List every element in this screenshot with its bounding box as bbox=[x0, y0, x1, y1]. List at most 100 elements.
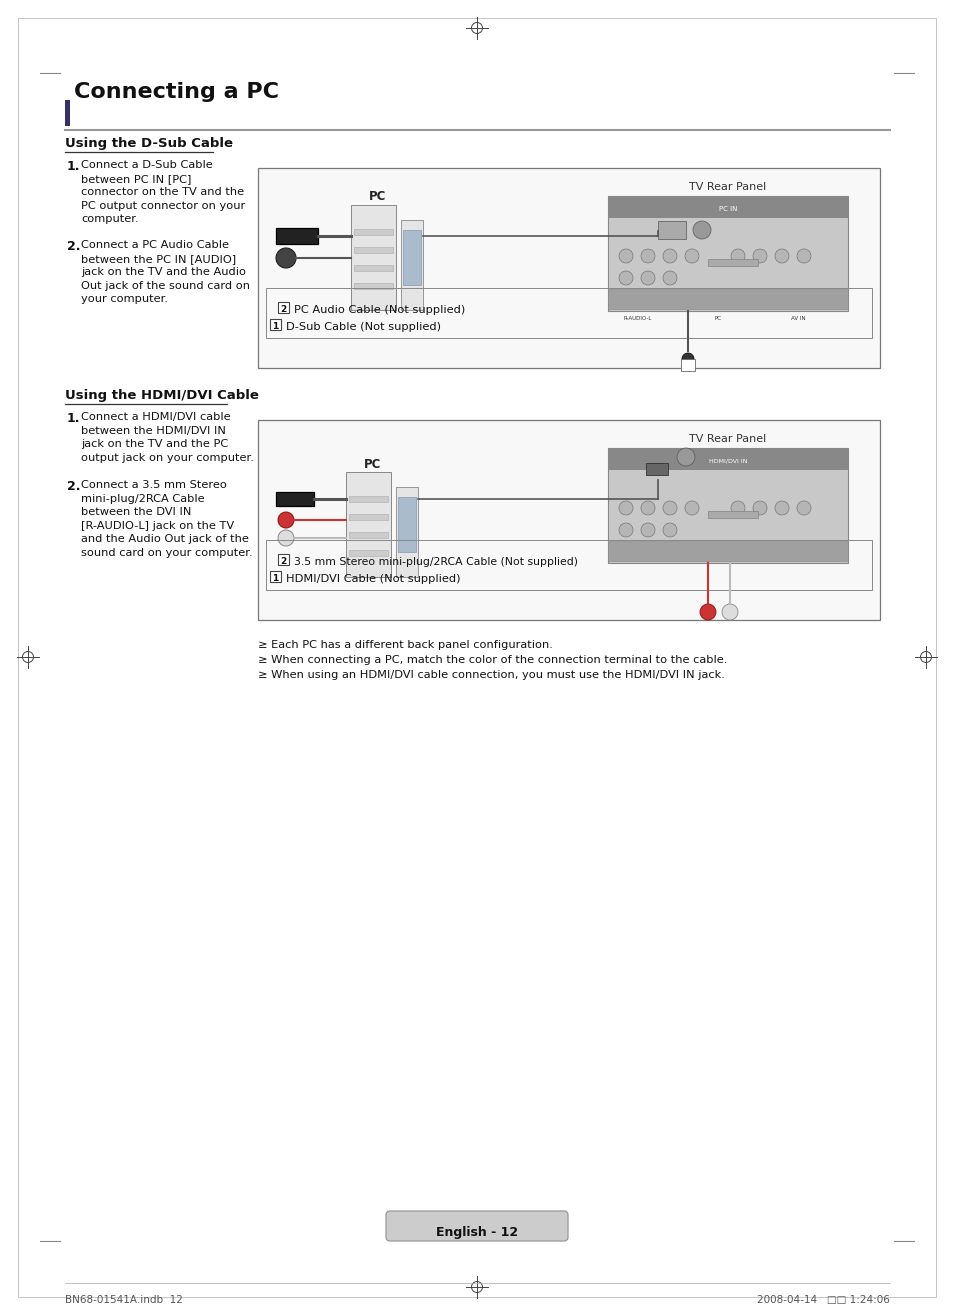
Bar bbox=[354, 247, 393, 252]
Text: 2.: 2. bbox=[67, 480, 80, 493]
Bar bbox=[607, 448, 847, 469]
Text: 2.: 2. bbox=[67, 241, 80, 252]
Circle shape bbox=[277, 530, 294, 546]
Bar bbox=[607, 196, 847, 312]
Bar bbox=[402, 230, 420, 285]
Circle shape bbox=[730, 249, 744, 263]
Bar bbox=[400, 220, 422, 310]
Text: 2008-04-14   □□ 1:24:06: 2008-04-14 □□ 1:24:06 bbox=[757, 1295, 889, 1304]
Bar bbox=[680, 359, 695, 371]
Text: TV Rear Panel: TV Rear Panel bbox=[689, 181, 766, 192]
Text: Connecting a PC: Connecting a PC bbox=[74, 82, 278, 103]
Bar bbox=[349, 550, 388, 556]
Bar bbox=[277, 302, 289, 313]
Circle shape bbox=[752, 501, 766, 515]
Bar bbox=[257, 168, 879, 368]
Circle shape bbox=[662, 501, 677, 515]
Text: TV Rear Panel: TV Rear Panel bbox=[689, 434, 766, 444]
Bar bbox=[395, 487, 417, 577]
Text: AV IN: AV IN bbox=[790, 316, 804, 321]
Bar bbox=[354, 283, 393, 289]
Text: Using the D-Sub Cable: Using the D-Sub Cable bbox=[65, 137, 233, 150]
Circle shape bbox=[640, 523, 655, 537]
Circle shape bbox=[662, 249, 677, 263]
Circle shape bbox=[662, 523, 677, 537]
Circle shape bbox=[721, 604, 738, 619]
Bar bbox=[270, 571, 281, 583]
Bar bbox=[354, 229, 393, 235]
Circle shape bbox=[640, 249, 655, 263]
Circle shape bbox=[618, 271, 633, 285]
Circle shape bbox=[618, 523, 633, 537]
Bar bbox=[645, 463, 667, 475]
Circle shape bbox=[752, 249, 766, 263]
Bar bbox=[257, 419, 879, 619]
Text: Connect a HDMI/DVI cable
between the HDMI/DVI IN
jack on the TV and the PC
outpu: Connect a HDMI/DVI cable between the HDM… bbox=[81, 412, 253, 463]
Bar bbox=[607, 196, 847, 218]
Bar bbox=[266, 540, 871, 590]
Text: ≥ When connecting a PC, match the color of the connection terminal to the cable.: ≥ When connecting a PC, match the color … bbox=[257, 655, 726, 665]
Bar bbox=[346, 472, 391, 577]
Bar bbox=[607, 448, 847, 563]
Text: HDMI/DVI IN: HDMI/DVI IN bbox=[708, 458, 746, 463]
Circle shape bbox=[730, 501, 744, 515]
Text: 1.: 1. bbox=[67, 412, 80, 425]
Circle shape bbox=[662, 271, 677, 285]
Circle shape bbox=[692, 221, 710, 239]
Text: Using the HDMI/DVI Cable: Using the HDMI/DVI Cable bbox=[65, 389, 258, 402]
Bar bbox=[707, 259, 758, 266]
Circle shape bbox=[774, 501, 788, 515]
Circle shape bbox=[684, 501, 699, 515]
Circle shape bbox=[677, 448, 695, 466]
Circle shape bbox=[796, 501, 810, 515]
Bar bbox=[349, 514, 388, 519]
Text: Connect a D-Sub Cable
between PC IN [PC]
connector on the TV and the
PC output c: Connect a D-Sub Cable between PC IN [PC]… bbox=[81, 160, 245, 225]
Text: D-Sub Cable (Not supplied): D-Sub Cable (Not supplied) bbox=[286, 322, 440, 331]
Bar bbox=[275, 227, 317, 245]
Text: 3.5 mm Stereo mini-plug/2RCA Cable (Not supplied): 3.5 mm Stereo mini-plug/2RCA Cable (Not … bbox=[294, 558, 578, 567]
Text: BN68-01541A.indb  12: BN68-01541A.indb 12 bbox=[65, 1295, 183, 1304]
Bar bbox=[277, 554, 289, 565]
Circle shape bbox=[700, 604, 716, 619]
Circle shape bbox=[275, 249, 295, 268]
Circle shape bbox=[618, 501, 633, 515]
Bar bbox=[351, 205, 395, 310]
Bar bbox=[65, 100, 70, 126]
Text: 1: 1 bbox=[272, 322, 278, 331]
Circle shape bbox=[774, 249, 788, 263]
Bar bbox=[266, 288, 871, 338]
Circle shape bbox=[684, 249, 699, 263]
Bar bbox=[349, 496, 388, 502]
Text: English - 12: English - 12 bbox=[436, 1226, 517, 1239]
Bar bbox=[354, 266, 393, 271]
Text: ≥ When using an HDMI/DVI cable connection, you must use the HDMI/DVI IN jack.: ≥ When using an HDMI/DVI cable connectio… bbox=[257, 671, 724, 680]
Bar bbox=[607, 540, 847, 562]
Text: 2: 2 bbox=[280, 558, 286, 565]
Bar bbox=[270, 320, 281, 330]
Circle shape bbox=[681, 352, 693, 366]
Text: PC Audio Cable (Not supplied): PC Audio Cable (Not supplied) bbox=[294, 305, 465, 316]
Bar bbox=[349, 533, 388, 538]
Circle shape bbox=[618, 249, 633, 263]
FancyBboxPatch shape bbox=[386, 1211, 567, 1241]
Text: PC: PC bbox=[714, 316, 720, 321]
Text: PC: PC bbox=[369, 189, 386, 203]
Text: 1.: 1. bbox=[67, 160, 80, 174]
Bar bbox=[275, 492, 314, 506]
Circle shape bbox=[277, 512, 294, 529]
Text: ≥ Each PC has a different back panel configuration.: ≥ Each PC has a different back panel con… bbox=[257, 640, 553, 650]
Text: Connect a PC Audio Cable
between the PC IN [AUDIO]
jack on the TV and the Audio
: Connect a PC Audio Cable between the PC … bbox=[81, 241, 250, 304]
Circle shape bbox=[640, 501, 655, 515]
Circle shape bbox=[640, 271, 655, 285]
Text: 1: 1 bbox=[272, 575, 278, 583]
Bar bbox=[658, 221, 685, 239]
Bar bbox=[707, 512, 758, 518]
Text: PC IN: PC IN bbox=[718, 206, 737, 212]
Bar bbox=[607, 289, 847, 309]
Text: 2: 2 bbox=[280, 305, 286, 314]
Text: HDMI/DVI Cable (Not supplied): HDMI/DVI Cable (Not supplied) bbox=[286, 575, 460, 584]
Bar bbox=[397, 497, 416, 552]
Text: PC: PC bbox=[364, 458, 381, 471]
Text: Connect a 3.5 mm Stereo
mini-plug/2RCA Cable
between the DVI IN
[R-AUDIO-L] jack: Connect a 3.5 mm Stereo mini-plug/2RCA C… bbox=[81, 480, 253, 558]
Text: R-AUDIO-L: R-AUDIO-L bbox=[623, 316, 652, 321]
